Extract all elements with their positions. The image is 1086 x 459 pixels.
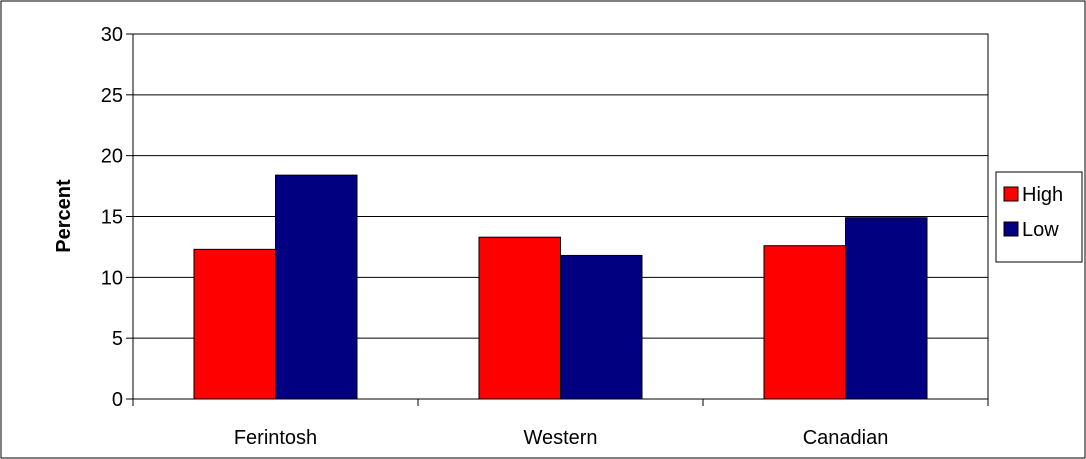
x-tick-label: Ferintosh (234, 427, 317, 449)
y-tick-label: 20 (101, 146, 123, 168)
y-tick-label: 30 (101, 24, 123, 46)
bar-high-ferintosh (193, 248, 277, 400)
bars (193, 174, 928, 400)
y-tick-label: 25 (101, 85, 123, 107)
y-tick-label: 0 (112, 389, 123, 411)
legend-swatch-high (1003, 186, 1019, 202)
x-axis: Ferintosh Western Canadian (132, 399, 989, 449)
bar-high-canadian (763, 245, 846, 400)
bar-low-western (560, 254, 643, 400)
legend-label-low: Low (1022, 219, 1059, 241)
y-axis-ticks: 0 5 10 15 20 25 30 (101, 24, 133, 411)
y-tick-label: 5 (112, 328, 123, 350)
legend-swatch-low (1003, 221, 1019, 237)
y-axis-label: Percent (53, 179, 75, 253)
bar-high-western (478, 236, 561, 400)
legend: High Low (995, 171, 1083, 263)
bar-low-ferintosh (275, 174, 358, 400)
legend-label-high: High (1022, 184, 1063, 206)
bar-low-canadian (845, 217, 928, 400)
x-tick-label: Canadian (803, 427, 889, 449)
y-tick-label: 10 (101, 267, 123, 289)
x-tick-label: Western (523, 427, 597, 449)
y-tick-label: 15 (101, 207, 123, 229)
